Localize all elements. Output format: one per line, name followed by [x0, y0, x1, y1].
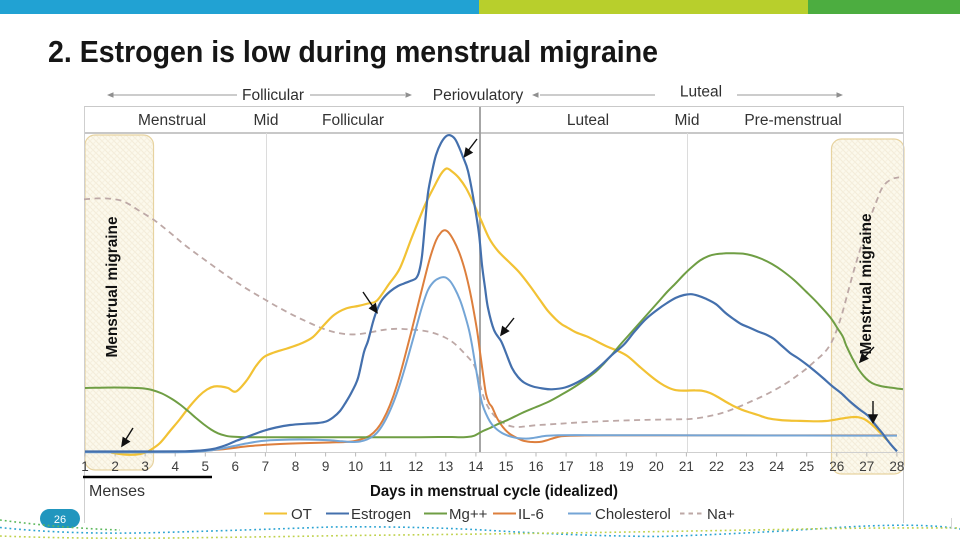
svg-text:2. Estrogen is low during mens: 2. Estrogen is low during menstrual migr… — [48, 34, 658, 69]
svg-text:OT: OT — [291, 506, 312, 523]
svg-text:20: 20 — [649, 459, 664, 474]
svg-text:24: 24 — [769, 459, 785, 474]
svg-text:8: 8 — [292, 459, 300, 474]
svg-text:Pre-menstrual: Pre-menstrual — [744, 112, 841, 129]
svg-text:Follicular: Follicular — [322, 112, 384, 129]
svg-text:25: 25 — [799, 459, 814, 474]
svg-text:11: 11 — [379, 459, 393, 474]
svg-text:5: 5 — [202, 459, 210, 474]
svg-text:15: 15 — [498, 459, 513, 474]
svg-text:Menses: Menses — [89, 483, 145, 500]
svg-text:9: 9 — [322, 459, 330, 474]
svg-text:Mg++: Mg++ — [449, 506, 488, 523]
svg-text:3: 3 — [141, 459, 149, 474]
svg-text:Menstrual migraine: Menstrual migraine — [104, 216, 121, 357]
svg-text:Mid: Mid — [675, 112, 700, 129]
svg-text:1: 1 — [81, 459, 89, 474]
svg-text:Follicular: Follicular — [242, 87, 304, 104]
svg-text:Luteal: Luteal — [567, 112, 609, 129]
svg-text:Mid: Mid — [254, 112, 279, 129]
svg-text:14: 14 — [468, 459, 484, 474]
svg-text:Days in menstrual cycle (ideal: Days in menstrual cycle (idealized) — [370, 483, 618, 500]
svg-text:4: 4 — [171, 459, 179, 474]
svg-text:28: 28 — [889, 459, 904, 474]
svg-text:Na+: Na+ — [707, 506, 735, 523]
svg-text:Menstrual migraine: Menstrual migraine — [858, 213, 875, 354]
svg-text:27: 27 — [859, 459, 874, 474]
svg-text:Luteal: Luteal — [680, 84, 722, 101]
svg-text:22: 22 — [709, 459, 724, 474]
svg-text:Cholesterol: Cholesterol — [595, 506, 671, 523]
svg-text:IL-6: IL-6 — [518, 506, 544, 523]
svg-text:2: 2 — [111, 459, 119, 474]
svg-text:7: 7 — [262, 459, 270, 474]
svg-text:26: 26 — [54, 514, 66, 526]
svg-text:12: 12 — [408, 459, 423, 474]
svg-text:Menstrual: Menstrual — [138, 112, 206, 129]
svg-text:21: 21 — [679, 459, 694, 474]
svg-text:18: 18 — [589, 459, 604, 474]
svg-text:16: 16 — [528, 459, 543, 474]
svg-text:13: 13 — [438, 459, 453, 474]
svg-text:6: 6 — [232, 459, 240, 474]
svg-text:26: 26 — [829, 459, 844, 474]
svg-text:23: 23 — [739, 459, 754, 474]
svg-text:17: 17 — [559, 459, 574, 474]
svg-text:19: 19 — [619, 459, 634, 474]
svg-text:Estrogen: Estrogen — [351, 506, 411, 523]
svg-text:Periovulatory: Periovulatory — [433, 87, 524, 104]
svg-text:10: 10 — [348, 459, 363, 474]
